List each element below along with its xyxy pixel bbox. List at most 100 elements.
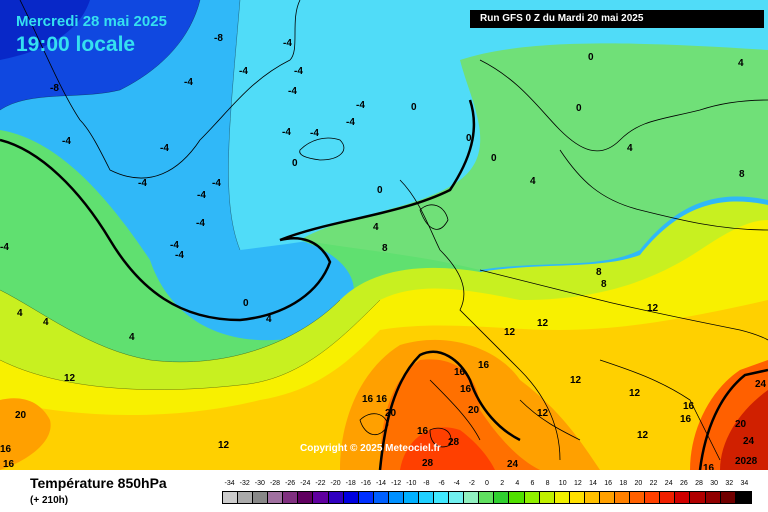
legend-swatch bbox=[464, 492, 480, 503]
map-canvas bbox=[0, 0, 768, 470]
isotherm-label: 8 bbox=[382, 243, 388, 254]
legend-value: -32 bbox=[239, 480, 250, 487]
field-green bbox=[300, 43, 768, 270]
isotherm-label: -4 bbox=[356, 100, 365, 111]
isotherm-label: 0 bbox=[588, 52, 594, 63]
isotherm-label: -8 bbox=[50, 83, 59, 94]
isotherm-label: -4 bbox=[184, 77, 193, 88]
isotherm-label: 16 bbox=[362, 394, 374, 405]
isotherm-label: -4 bbox=[282, 127, 291, 138]
legend-swatch bbox=[403, 492, 420, 503]
isotherm-label: 20 bbox=[385, 408, 397, 419]
legend-value: -20 bbox=[330, 480, 341, 487]
legend-swatch bbox=[705, 492, 721, 503]
legend-value: 12 bbox=[573, 480, 582, 487]
legend-value: 32 bbox=[725, 480, 734, 487]
legend-swatches bbox=[222, 491, 752, 504]
legend-swatch bbox=[419, 492, 435, 503]
legend-swatch bbox=[524, 492, 540, 503]
forecast-offset: (+ 210h) bbox=[30, 495, 69, 506]
legend-swatch bbox=[313, 492, 329, 503]
isotherm-label: 0 bbox=[466, 133, 472, 144]
isotherm-label: -8 bbox=[214, 33, 223, 44]
legend-value: 28 bbox=[695, 480, 703, 487]
legend-swatch bbox=[660, 492, 676, 503]
legend-swatch bbox=[735, 492, 751, 503]
legend-value: 22 bbox=[649, 480, 658, 487]
isotherm-label: 24 bbox=[507, 459, 519, 470]
isotherm-label: 24 bbox=[743, 436, 755, 447]
legend-value: -28 bbox=[269, 480, 281, 487]
legend-swatch bbox=[223, 492, 239, 503]
isotherm-label: 4 bbox=[627, 143, 633, 154]
legend-swatch bbox=[253, 492, 269, 503]
legend-value: -2 bbox=[468, 480, 475, 487]
legend-value: 14 bbox=[589, 480, 597, 487]
legend-swatch bbox=[373, 492, 389, 503]
isotherm-label: 12 bbox=[504, 327, 516, 338]
color-legend: -34 -32 -30 -28 -26 -24 -22 -20 -18 -16 -14 -12 -10-… bbox=[222, 480, 752, 506]
isotherm-label: 20 bbox=[468, 405, 480, 416]
legend-swatch bbox=[599, 492, 616, 503]
isotherm-label: 8 bbox=[739, 169, 745, 180]
legend-labels: -34 -32 -30 -28 -26 -24 -22 -20 -18 -16 -14 -12 -10-… bbox=[222, 480, 752, 490]
legend-swatch bbox=[554, 492, 570, 503]
isotherm-label: 4 bbox=[530, 176, 536, 187]
isotherm-label: 16 bbox=[417, 426, 429, 437]
isotherm-label: -4 bbox=[197, 190, 206, 201]
isotherm-label: 16 bbox=[454, 367, 466, 378]
isotherm-label: 24 bbox=[755, 379, 767, 390]
isotherm-label: 4 bbox=[738, 58, 744, 69]
isotherm-label: 28 bbox=[422, 458, 434, 469]
legend-swatch bbox=[328, 492, 344, 503]
isotherm-label: -4 bbox=[62, 136, 71, 147]
isotherm-label: 16 bbox=[376, 394, 388, 405]
isotherm-label: 12 bbox=[218, 440, 230, 451]
isotherm-label: 0 bbox=[243, 298, 249, 309]
legend-swatch bbox=[584, 492, 600, 503]
legend-swatch bbox=[298, 492, 314, 503]
legend-swatch bbox=[539, 492, 555, 503]
legend-swatch bbox=[343, 492, 359, 503]
legend-swatch bbox=[388, 492, 404, 503]
legend-value: 18 bbox=[619, 480, 628, 487]
isotherm-label: 28 bbox=[448, 437, 460, 448]
isotherm-zero bbox=[0, 99, 476, 322]
isotherm-label: 4 bbox=[129, 332, 135, 343]
isotherm-label: 16 bbox=[703, 463, 715, 474]
legend-swatch bbox=[434, 492, 450, 503]
isotherm-label: 12 bbox=[570, 375, 582, 386]
legend-value: 20 bbox=[634, 480, 643, 487]
legend-value: -6 bbox=[438, 480, 445, 487]
legend-value: -12 bbox=[391, 480, 402, 487]
legend-value: 34 bbox=[740, 480, 749, 487]
copyright-text: Copyright © 2025 Meteociel.fr bbox=[300, 443, 441, 454]
field-borders bbox=[0, 0, 381, 390]
legend-swatch bbox=[268, 492, 284, 503]
isotherm-label: 8 bbox=[601, 279, 607, 290]
isotherm-label: -4 bbox=[138, 178, 147, 189]
isotherm-label: 16 bbox=[3, 459, 15, 470]
model-run-label: Run GFS 0 Z du Mardi 20 mai 2025 bbox=[470, 10, 764, 28]
legend-swatch bbox=[238, 492, 254, 503]
legend-value: -14 bbox=[375, 480, 387, 487]
legend-value: 30 bbox=[710, 480, 719, 487]
legend-swatch bbox=[690, 492, 706, 503]
isotherm-label: 0 bbox=[491, 153, 497, 164]
legend-value: -8 bbox=[423, 480, 430, 487]
isotherm-label: 20 bbox=[15, 410, 27, 421]
isotherm-label: -4 bbox=[310, 128, 319, 139]
isotherm-label: 0 bbox=[292, 158, 298, 169]
legend-swatch bbox=[645, 492, 661, 503]
isotherm-label: 20 bbox=[735, 419, 747, 430]
isotherm-label: -4 bbox=[346, 117, 355, 128]
legend-value: -10 bbox=[406, 480, 417, 487]
legend-value: -22 bbox=[315, 480, 326, 487]
legend-value: 26 bbox=[679, 480, 688, 487]
isotherm-label: -4 bbox=[212, 178, 221, 189]
isotherm-label: 16 bbox=[0, 444, 12, 455]
isotherm-label: 12 bbox=[537, 408, 549, 419]
isotherm-label: 12 bbox=[637, 430, 649, 441]
isotherm-label: 4 bbox=[17, 308, 23, 319]
isotherm-label: 16 bbox=[478, 360, 490, 371]
